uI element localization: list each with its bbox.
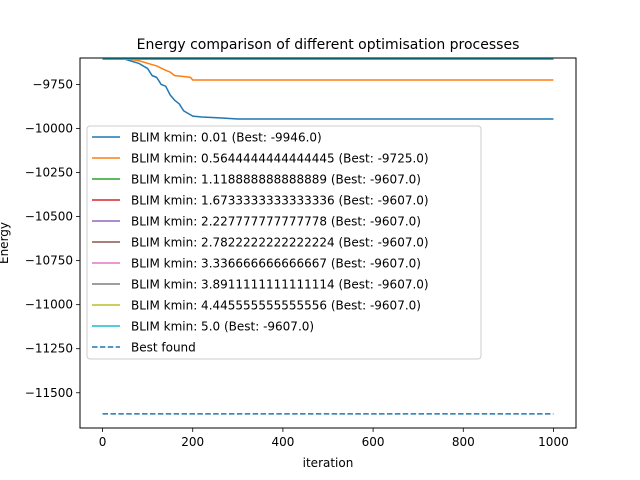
x-axis-label: iteration bbox=[303, 456, 354, 470]
y-tick-label: −11000 bbox=[25, 298, 73, 312]
legend-label: BLIM kmin: 1.6733333333333336 (Best: -96… bbox=[131, 194, 429, 208]
legend-label: BLIM kmin: 4.445555555555556 (Best: -960… bbox=[131, 299, 421, 313]
y-tick-label: −10250 bbox=[25, 166, 73, 180]
plot-clip-group bbox=[102, 58, 554, 415]
y-tick-label: −11250 bbox=[25, 342, 73, 356]
legend-label: BLIM kmin: 2.227777777777778 (Best: -960… bbox=[131, 215, 421, 229]
y-axis-label: Energy bbox=[0, 222, 11, 264]
chart-title: Energy comparison of different optimisat… bbox=[137, 37, 520, 53]
y-tick-label: −10750 bbox=[25, 254, 73, 268]
legend-label: BLIM kmin: 0.5644444444444445 (Best: -97… bbox=[131, 152, 429, 166]
series-line-1 bbox=[102, 58, 554, 81]
x-tick-label: 800 bbox=[452, 435, 475, 449]
y-tick-label: −11500 bbox=[25, 386, 73, 400]
legend-label: BLIM kmin: 0.01 (Best: -9946.0) bbox=[131, 131, 322, 145]
x-tick-label: 0 bbox=[99, 435, 107, 449]
legend-box bbox=[86, 125, 482, 360]
y-tick-label: −10500 bbox=[25, 210, 73, 224]
legend-label: BLIM kmin: 2.7822222222222224 (Best: -96… bbox=[131, 236, 429, 250]
y-tick-label: −9750 bbox=[32, 77, 73, 91]
legend: BLIM kmin: 0.01 (Best: -9946.0) BLIM kmin… bbox=[86, 125, 482, 360]
plot-frame bbox=[79, 57, 577, 429]
x-tick-label: 400 bbox=[271, 435, 294, 449]
y-tick-label: −10000 bbox=[25, 121, 73, 135]
y-axis: −11500 −11250 −11000 −10750 −10500 −10250 −100… bbox=[25, 77, 80, 400]
legend-label: BLIM kmin: 3.336666666666667 (Best: -960… bbox=[131, 257, 421, 271]
x-tick-label: 600 bbox=[362, 435, 385, 449]
series-layer bbox=[102, 58, 554, 415]
x-tick-label: 1000 bbox=[538, 435, 569, 449]
legend-label: BLIM kmin: 5.0 (Best: -9607.0) bbox=[131, 320, 314, 334]
legend-label: BLIM kmin: 3.8911111111111114 (Best: -96… bbox=[131, 278, 429, 292]
x-axis: 0 200 400 600 800 1000 bbox=[99, 428, 569, 449]
legend-label: BLIM kmin: 1.118888888888889 (Best: -960… bbox=[131, 173, 421, 187]
x-tick-label: 200 bbox=[181, 435, 204, 449]
legend-label: Best found bbox=[131, 341, 196, 355]
series-line-0 bbox=[102, 58, 554, 120]
